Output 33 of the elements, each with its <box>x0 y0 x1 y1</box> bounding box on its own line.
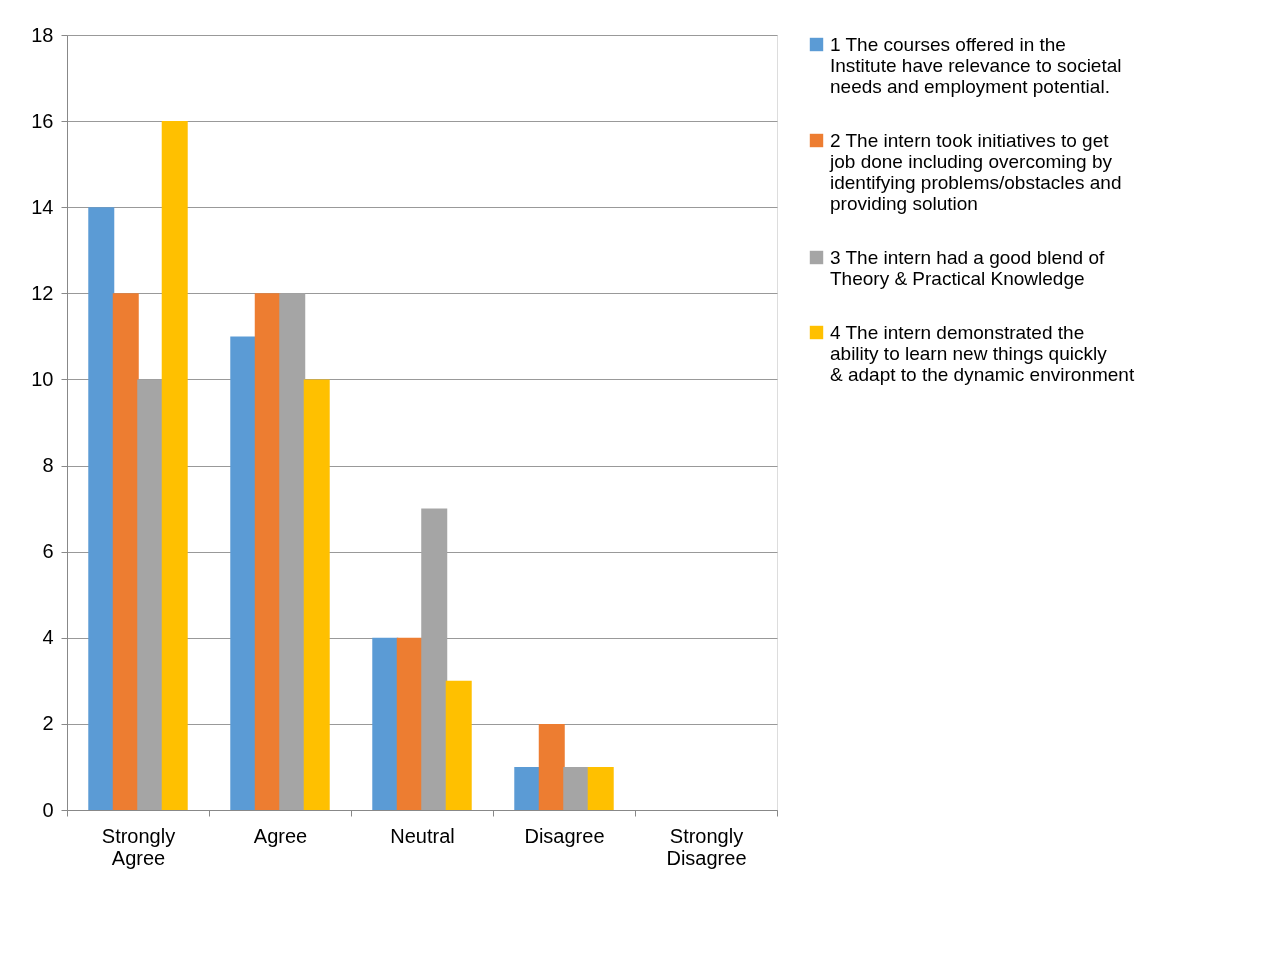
bar <box>303 379 330 810</box>
y-tick-label: 10 <box>31 367 54 390</box>
y-tick-label: 0 <box>42 798 54 821</box>
bar <box>230 336 257 810</box>
y-tick-label: 4 <box>42 626 54 649</box>
legend-label: 3 The intern had a good blend of Theory & Practical Knowledge <box>830 246 1106 289</box>
legend-label: 1 The courses offered in the Institute have relevance to societal needs and employment potential. <box>830 33 1122 97</box>
bar <box>372 637 399 810</box>
x-tick-label: Disagree <box>524 824 605 847</box>
x-tick-label: Neutral <box>390 824 455 847</box>
bar <box>587 766 614 810</box>
x-tick-label: Strongly Disagree <box>666 824 747 869</box>
y-tick-label: 8 <box>42 454 54 477</box>
y-tick-label: 12 <box>31 281 54 304</box>
bar <box>538 723 565 810</box>
legend-label: 4 The intern demonstrated the ability to learn new things quickly & adapt to the dynamic environment <box>830 321 1135 385</box>
y-tick-label: 18 <box>31 23 54 46</box>
bar <box>161 121 188 810</box>
x-tick-label: Agree <box>253 824 308 847</box>
bar <box>563 766 590 810</box>
bar <box>88 207 115 810</box>
y-tick-label: 6 <box>42 540 54 563</box>
bar <box>254 293 281 810</box>
y-tick-label: 16 <box>31 109 54 132</box>
y-tick-label: 2 <box>42 712 54 735</box>
bar <box>514 766 541 810</box>
bar <box>137 379 164 810</box>
x-tick-label: Strongly Agree <box>101 824 176 869</box>
bar <box>396 637 423 810</box>
legend-label: 2 The intern took initiatives to get job done including overcoming by identifying problems/obstacles and providing solution <box>829 129 1122 214</box>
y-tick-label: 14 <box>31 195 54 218</box>
bar <box>445 680 472 810</box>
bar <box>112 293 139 810</box>
